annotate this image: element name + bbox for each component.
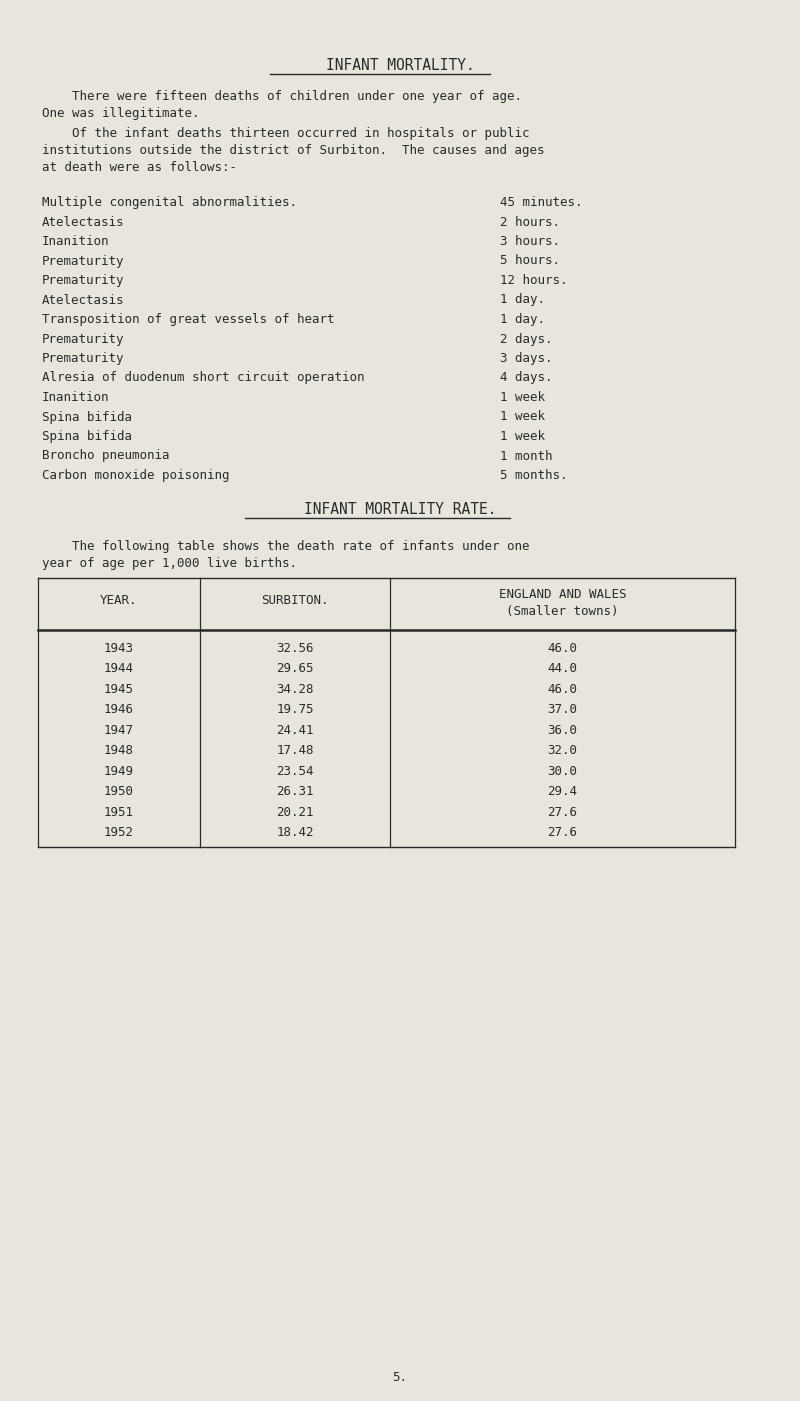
Text: Prematurity: Prematurity (42, 332, 125, 346)
Text: There were fifteen deaths of children under one year of age.: There were fifteen deaths of children un… (42, 90, 522, 104)
Text: 1944: 1944 (104, 663, 134, 675)
Text: 1943: 1943 (104, 642, 134, 654)
Text: Transposition of great vessels of heart: Transposition of great vessels of heart (42, 312, 334, 326)
Text: 1948: 1948 (104, 744, 134, 758)
Text: (Smaller towns): (Smaller towns) (506, 605, 618, 618)
Text: 27.6: 27.6 (547, 806, 578, 818)
Text: Carbon monoxide poisoning: Carbon monoxide poisoning (42, 469, 230, 482)
Text: 12 hours.: 12 hours. (500, 275, 567, 287)
Text: 4 days.: 4 days. (500, 371, 553, 384)
Text: 1 month: 1 month (500, 450, 553, 462)
Text: YEAR.: YEAR. (100, 594, 138, 607)
Text: 29.4: 29.4 (547, 785, 578, 799)
Text: Alresia of duodenum short circuit operation: Alresia of duodenum short circuit operat… (42, 371, 365, 384)
Text: 20.21: 20.21 (276, 806, 314, 818)
Text: SURBITON.: SURBITON. (262, 594, 329, 607)
Text: Spina bifida: Spina bifida (42, 430, 132, 443)
Text: 44.0: 44.0 (547, 663, 578, 675)
Text: Atelectasis: Atelectasis (42, 216, 125, 228)
Text: Prematurity: Prematurity (42, 255, 125, 268)
Text: 2 days.: 2 days. (500, 332, 553, 346)
Text: INFANT MORTALITY RATE.: INFANT MORTALITY RATE. (304, 502, 496, 517)
Text: 1 week: 1 week (500, 391, 545, 403)
Text: Atelectasis: Atelectasis (42, 293, 125, 307)
Text: 3 hours.: 3 hours. (500, 235, 560, 248)
Text: INFANT MORTALITY.: INFANT MORTALITY. (326, 57, 474, 73)
Text: 24.41: 24.41 (276, 724, 314, 737)
Text: Inanition: Inanition (42, 235, 110, 248)
Text: 46.0: 46.0 (547, 642, 578, 654)
Text: 5.: 5. (393, 1372, 407, 1384)
Text: Inanition: Inanition (42, 391, 110, 403)
Text: One was illegitimate.: One was illegitimate. (42, 106, 199, 120)
Text: 32.0: 32.0 (547, 744, 578, 758)
Text: Multiple congenital abnormalities.: Multiple congenital abnormalities. (42, 196, 297, 209)
Text: 34.28: 34.28 (276, 682, 314, 696)
Text: 23.54: 23.54 (276, 765, 314, 778)
Text: 45 minutes.: 45 minutes. (500, 196, 582, 209)
Text: 18.42: 18.42 (276, 827, 314, 839)
Text: at death were as follows:-: at death were as follows:- (42, 161, 237, 174)
Text: Of the infant deaths thirteen occurred in hospitals or public: Of the infant deaths thirteen occurred i… (42, 127, 530, 140)
Text: Broncho pneumonia: Broncho pneumonia (42, 450, 170, 462)
Text: The following table shows the death rate of infants under one: The following table shows the death rate… (42, 539, 530, 553)
Text: 1949: 1949 (104, 765, 134, 778)
Text: 1 week: 1 week (500, 410, 545, 423)
Text: 37.0: 37.0 (547, 703, 578, 716)
Text: 1945: 1945 (104, 682, 134, 696)
Text: Prematurity: Prematurity (42, 352, 125, 366)
Text: 1 day.: 1 day. (500, 293, 545, 307)
Text: 1951: 1951 (104, 806, 134, 818)
Text: Spina bifida: Spina bifida (42, 410, 132, 423)
Text: 3 days.: 3 days. (500, 352, 553, 366)
Text: 1947: 1947 (104, 724, 134, 737)
Text: 1 week: 1 week (500, 430, 545, 443)
Text: 1 day.: 1 day. (500, 312, 545, 326)
Text: 19.75: 19.75 (276, 703, 314, 716)
Text: 5 months.: 5 months. (500, 469, 567, 482)
Text: 46.0: 46.0 (547, 682, 578, 696)
Text: year of age per 1,000 live births.: year of age per 1,000 live births. (42, 558, 297, 570)
Text: 1946: 1946 (104, 703, 134, 716)
Text: 32.56: 32.56 (276, 642, 314, 654)
Text: Prematurity: Prematurity (42, 275, 125, 287)
Text: ENGLAND AND WALES: ENGLAND AND WALES (498, 587, 626, 601)
Text: 29.65: 29.65 (276, 663, 314, 675)
Text: 26.31: 26.31 (276, 785, 314, 799)
Text: 36.0: 36.0 (547, 724, 578, 737)
Text: 30.0: 30.0 (547, 765, 578, 778)
Text: 17.48: 17.48 (276, 744, 314, 758)
Text: 5 hours.: 5 hours. (500, 255, 560, 268)
Text: 1952: 1952 (104, 827, 134, 839)
Text: 27.6: 27.6 (547, 827, 578, 839)
Text: 1950: 1950 (104, 785, 134, 799)
Text: institutions outside the district of Surbiton.  The causes and ages: institutions outside the district of Sur… (42, 144, 545, 157)
Text: 2 hours.: 2 hours. (500, 216, 560, 228)
